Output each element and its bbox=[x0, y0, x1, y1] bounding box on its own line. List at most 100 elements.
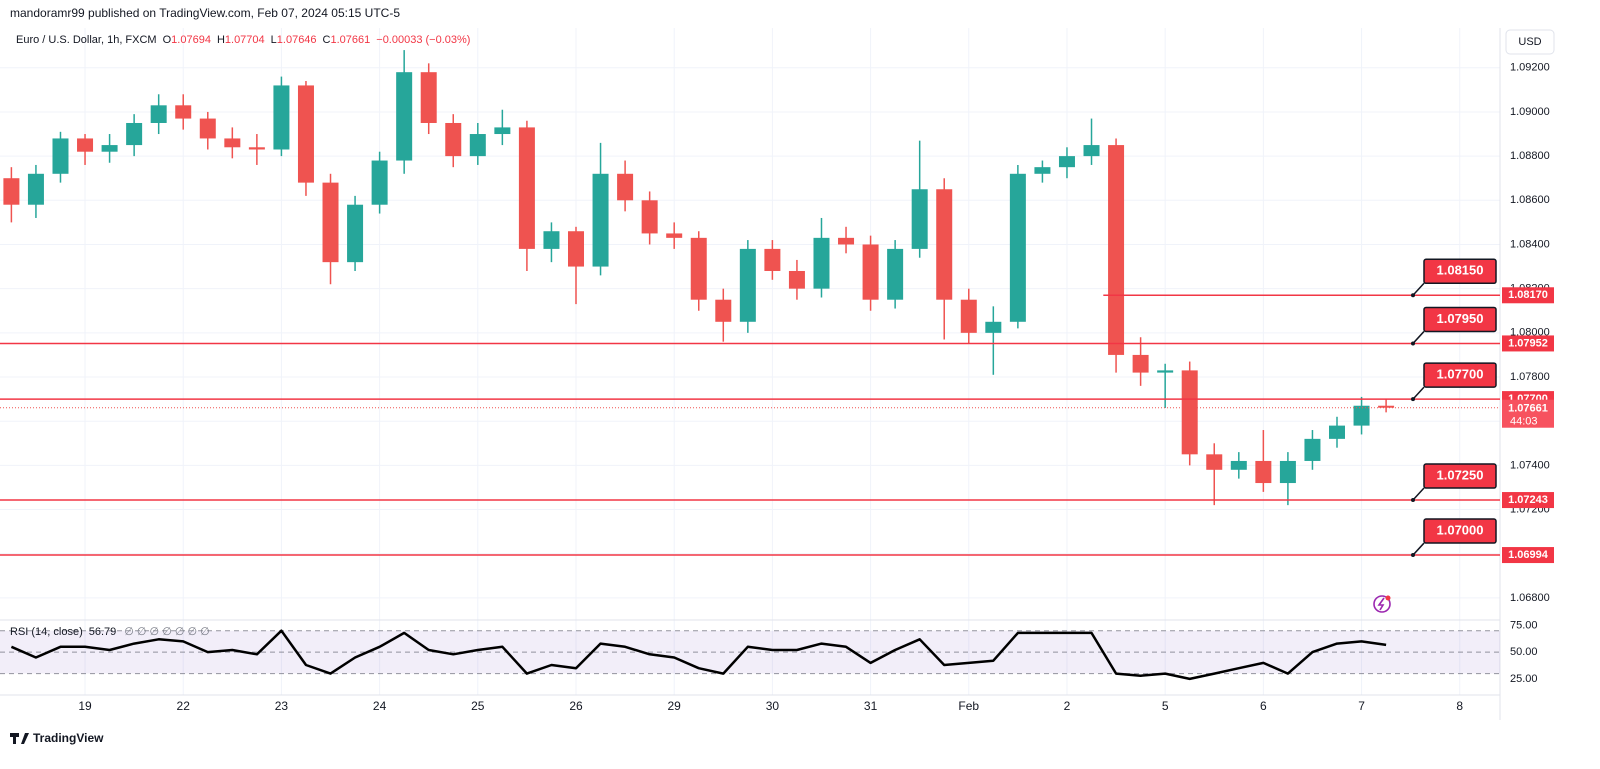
brand-name: TradingView bbox=[33, 731, 104, 745]
y-tick-label: 1.08600 bbox=[1510, 194, 1550, 206]
flash-bolt bbox=[1377, 597, 1385, 611]
candle-body bbox=[788, 270, 805, 289]
candle-body bbox=[1279, 460, 1296, 484]
x-tick-label: 30 bbox=[766, 699, 780, 713]
callout-box bbox=[1423, 362, 1497, 388]
x-tick-label: 25 bbox=[471, 699, 485, 713]
rsi-title: RSI (14, close) bbox=[10, 626, 83, 638]
candle-body bbox=[1328, 425, 1345, 439]
level-axis-label: 1.07952 bbox=[1508, 337, 1548, 349]
y-tick-label: 1.09000 bbox=[1510, 106, 1550, 118]
brand-mark bbox=[10, 733, 29, 744]
rsi-flags: ∅ ∅ ∅ ∅ ∅ ∅ ∅ bbox=[124, 626, 209, 638]
candle-body bbox=[1083, 145, 1100, 157]
candle-body bbox=[641, 200, 658, 234]
symbol-name: Euro / U.S. Dollar, 1h, FXCM bbox=[16, 34, 157, 46]
candle-body bbox=[1230, 460, 1247, 470]
countdown: 44:03 bbox=[1510, 416, 1538, 428]
callout-anchor bbox=[1411, 293, 1415, 298]
callout-label: 1.07250 bbox=[1437, 467, 1484, 482]
currency-button[interactable] bbox=[1505, 29, 1555, 55]
x-tick-label: 5 bbox=[1162, 699, 1169, 713]
candle-body bbox=[248, 147, 265, 150]
ohlc-value: 1.07704 bbox=[225, 34, 265, 46]
candle-body bbox=[715, 299, 732, 322]
candle-body bbox=[1378, 405, 1395, 408]
callout-box bbox=[1423, 518, 1497, 544]
rsi-tick-label: 50.00 bbox=[1510, 646, 1538, 658]
ohlc-value: 1.07646 bbox=[277, 34, 317, 46]
candle-body bbox=[175, 105, 192, 119]
candle-body bbox=[297, 85, 314, 183]
x-tick-label: 22 bbox=[177, 699, 191, 713]
candle-body bbox=[371, 160, 388, 205]
candle-body bbox=[985, 321, 1002, 333]
y-tick-label: 1.07400 bbox=[1510, 459, 1550, 471]
candle-body bbox=[1206, 454, 1223, 470]
candle-body bbox=[1108, 145, 1125, 355]
flash-dot bbox=[1385, 595, 1391, 601]
level-axis-tag bbox=[1502, 287, 1554, 304]
callout-pointer bbox=[1412, 330, 1425, 344]
candle-body bbox=[518, 127, 535, 249]
candle-body bbox=[617, 173, 634, 201]
candle-body bbox=[960, 299, 977, 333]
candle-body bbox=[592, 173, 609, 267]
x-tick-label: 29 bbox=[668, 699, 682, 713]
symbol-header: Euro / U.S. Dollar, 1h, FXCM O1.07694 H1.0… bbox=[16, 34, 470, 46]
callout-box bbox=[1423, 306, 1497, 333]
ohlc-value: 1.07661 bbox=[331, 34, 371, 46]
level-axis-label: 1.07243 bbox=[1508, 494, 1548, 506]
brand-logo: TradingView bbox=[10, 731, 104, 745]
candle-body bbox=[813, 237, 830, 289]
candle-body bbox=[126, 122, 143, 146]
candle-body bbox=[420, 72, 437, 123]
candle-body bbox=[739, 248, 756, 322]
ohlc-value: 1.07694 bbox=[171, 34, 211, 46]
candle-body bbox=[1353, 405, 1370, 426]
published-note: mandoramr99 published on TradingView.com… bbox=[10, 6, 400, 20]
ohlc-key: C bbox=[323, 34, 331, 46]
change-value: −0.00033 (−0.03%) bbox=[376, 34, 470, 46]
candle-body bbox=[396, 72, 413, 161]
x-tick-label: Feb bbox=[958, 699, 979, 713]
candle-body bbox=[27, 173, 44, 205]
callout-pointer bbox=[1412, 386, 1425, 400]
last-price-label: 1.07661 bbox=[1508, 403, 1548, 415]
rsi-tick-label: 75.00 bbox=[1510, 619, 1538, 631]
candle-body bbox=[911, 189, 928, 249]
candle-body bbox=[862, 244, 879, 300]
callout-anchor bbox=[1411, 553, 1415, 558]
level-axis-tag bbox=[1502, 492, 1554, 509]
level-axis-tag bbox=[1502, 335, 1554, 352]
x-tick-label: 24 bbox=[373, 699, 387, 713]
candle-body bbox=[469, 134, 486, 157]
x-tick-label: 23 bbox=[275, 699, 289, 713]
candle-body bbox=[1058, 156, 1075, 168]
candle-body bbox=[3, 178, 20, 205]
candle-body bbox=[543, 231, 560, 249]
callout-box bbox=[1423, 258, 1497, 285]
candle-body bbox=[52, 138, 69, 174]
candle-body bbox=[494, 127, 511, 135]
candle-body bbox=[666, 233, 683, 238]
callout-label: 1.07000 bbox=[1437, 522, 1484, 537]
plot-area bbox=[0, 28, 1500, 695]
callout-label: 1.08150 bbox=[1437, 263, 1484, 278]
rsi-tick-label: 25.00 bbox=[1510, 673, 1538, 685]
ohlc-key: L bbox=[271, 34, 277, 46]
candle-body bbox=[224, 138, 241, 148]
candle-body bbox=[1034, 167, 1051, 174]
flash-icon[interactable] bbox=[1373, 595, 1391, 613]
ohlc-key: O bbox=[163, 34, 172, 46]
callout-anchor bbox=[1411, 397, 1415, 402]
candle-body bbox=[150, 105, 167, 123]
candle-body bbox=[1009, 173, 1026, 322]
candle-body bbox=[322, 182, 339, 263]
candle-body bbox=[199, 118, 216, 139]
callout-box bbox=[1423, 463, 1497, 489]
rsi-header: RSI (14, close) 56.79 ∅ ∅ ∅ ∅ ∅ ∅ ∅ bbox=[10, 626, 210, 638]
candle-body bbox=[1304, 438, 1321, 461]
candle-body bbox=[101, 145, 118, 152]
